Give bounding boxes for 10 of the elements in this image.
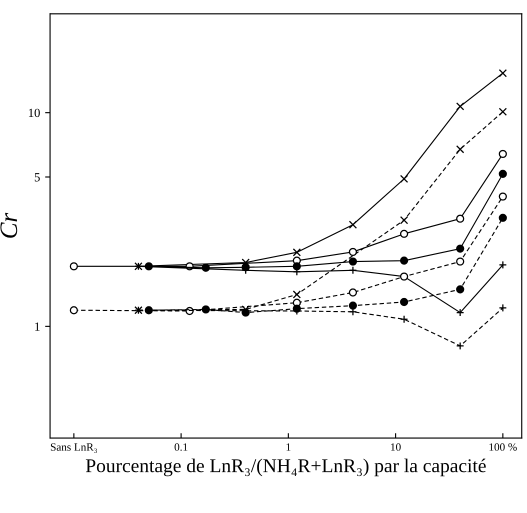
x-tick-label: 10 <box>391 443 401 451</box>
y-tick-label: 5 <box>34 173 40 182</box>
x-tick-label: Sans LnR₃ <box>50 443 97 453</box>
x-tick-label: 0.1 <box>174 443 188 451</box>
x-tick-label: 1 <box>286 443 290 451</box>
x-axis-title: Pourcentage de LnR₃/(NH₄R+LnR₃) par la capacité <box>86 458 486 476</box>
x-tick-label: 100 % <box>489 443 517 451</box>
y-axis-title: Cr <box>0 212 18 238</box>
y-tick-label: 1 <box>35 322 40 331</box>
y-tick-label: 10 <box>28 108 40 118</box>
